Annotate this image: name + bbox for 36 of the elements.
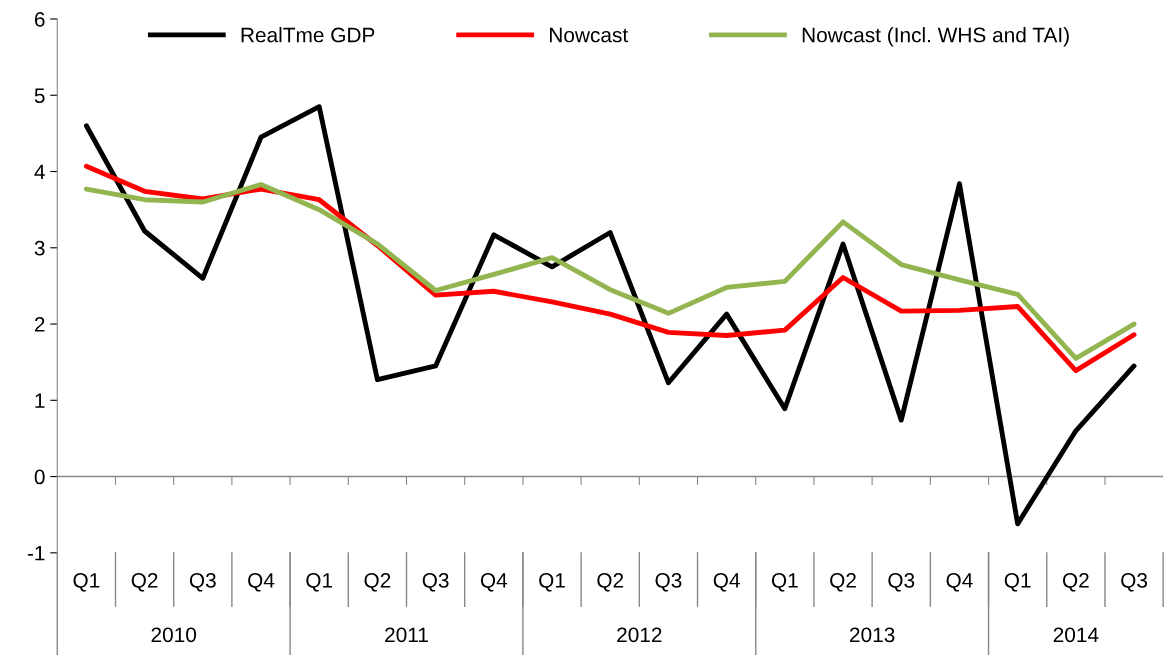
x-tick-label: Q2 bbox=[830, 573, 856, 592]
y-tick-label: 0 bbox=[34, 469, 45, 485]
y-tick-label: 1 bbox=[35, 393, 45, 408]
y-tick-label: 3 bbox=[34, 240, 45, 256]
x-tick-label: Q3 bbox=[655, 573, 682, 592]
x-tick-label: Q1 bbox=[1004, 573, 1031, 592]
x-tick-label: Q3 bbox=[422, 573, 449, 592]
x-tick-label: Q1 bbox=[539, 573, 565, 592]
x-tick-label: Q1 bbox=[771, 573, 798, 592]
y-tick-label: 4 bbox=[34, 164, 45, 180]
x-tick-label: Q2 bbox=[131, 573, 158, 592]
y-tick-label: 6 bbox=[34, 12, 45, 27]
y-tick-label: 5 bbox=[34, 88, 45, 104]
text: 2014 bbox=[1053, 627, 1099, 643]
text: 2013 bbox=[850, 627, 895, 643]
x-tick-label: Q4 bbox=[248, 573, 275, 592]
x-tick-label: Q1 bbox=[306, 573, 333, 592]
text: 2011 bbox=[385, 627, 428, 643]
text: 2012 bbox=[617, 627, 662, 643]
line-series bbox=[83, 104, 1137, 527]
x-tick-label: Q2 bbox=[1062, 573, 1089, 592]
x-tick-label: Q1 bbox=[73, 573, 100, 592]
text: 2010 bbox=[151, 627, 197, 643]
x-tick-label: Q2 bbox=[597, 573, 624, 592]
legend-label: Nowcast (Incl. WHS and TAI) bbox=[802, 27, 1069, 47]
x-tick-label: Q3 bbox=[1121, 573, 1148, 592]
y-tick-label: 2 bbox=[34, 317, 45, 332]
x-tick-label: Q4 bbox=[480, 573, 508, 592]
x-tick-label: Q4 bbox=[946, 573, 973, 592]
x-tick-label: Q2 bbox=[364, 573, 391, 592]
legend-label: Nowcast bbox=[550, 27, 629, 43]
x-tick-label: Q3 bbox=[189, 573, 216, 592]
x-tick-label: Q3 bbox=[888, 573, 915, 592]
x-tick-label: Q4 bbox=[713, 573, 740, 592]
y-tick-label: -1 bbox=[27, 546, 45, 561]
legend-label: RealTme GDP bbox=[241, 27, 375, 43]
